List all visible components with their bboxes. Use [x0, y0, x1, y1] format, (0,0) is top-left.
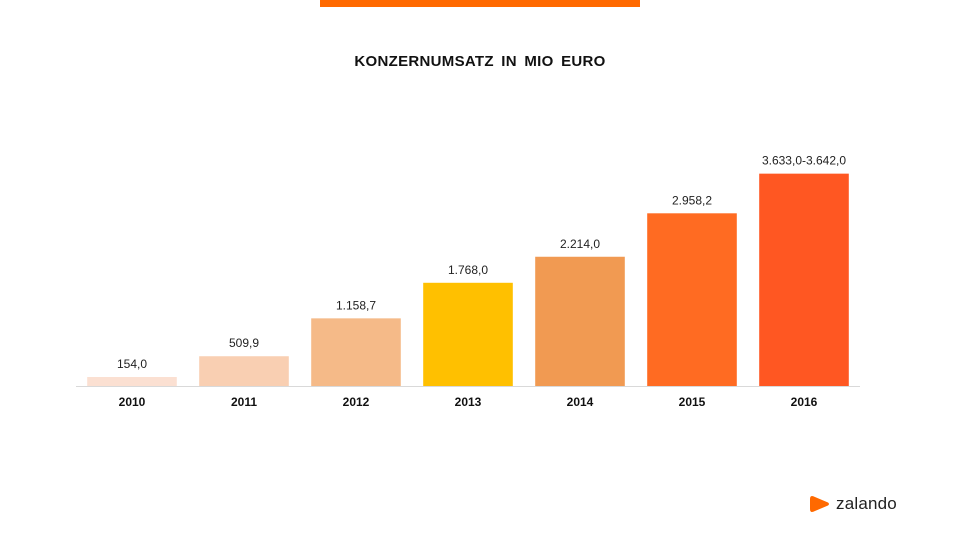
data-label-2016: 3.633,0-3.642,0	[762, 154, 846, 168]
bar-2012	[311, 318, 401, 386]
bar-2013	[423, 282, 513, 386]
bar-2010	[87, 377, 177, 386]
bar-2011	[199, 356, 289, 386]
zalando-logo: zalando	[809, 492, 897, 516]
data-label-2013: 1.768,0	[448, 263, 488, 277]
data-label-2010: 154,0	[117, 357, 147, 371]
x-tick-label-2012: 2012	[343, 395, 370, 409]
top-accent-bar	[320, 0, 640, 7]
x-tick-label-2016: 2016	[791, 395, 818, 409]
brand-name: zalando	[836, 494, 897, 513]
bar-2015	[647, 213, 737, 386]
x-tick-label-2011: 2011	[231, 395, 257, 409]
bar-2014	[535, 256, 625, 386]
data-label-2012: 1.158,7	[336, 298, 376, 312]
data-label-2011: 509,9	[229, 336, 259, 350]
bar-2016	[759, 173, 849, 386]
chart-title: KONZERNUMSATZ IN MIO EURO	[354, 53, 606, 70]
zalando-play-mark-icon	[810, 496, 829, 512]
data-label-2015: 2.958,2	[672, 193, 712, 207]
x-tick-label-2015: 2015	[679, 395, 706, 409]
x-tick-label-2010: 2010	[119, 395, 146, 409]
data-label-2014: 2.214,0	[560, 237, 600, 251]
x-tick-label-2013: 2013	[455, 395, 482, 409]
x-tick-label-2014: 2014	[567, 395, 594, 409]
